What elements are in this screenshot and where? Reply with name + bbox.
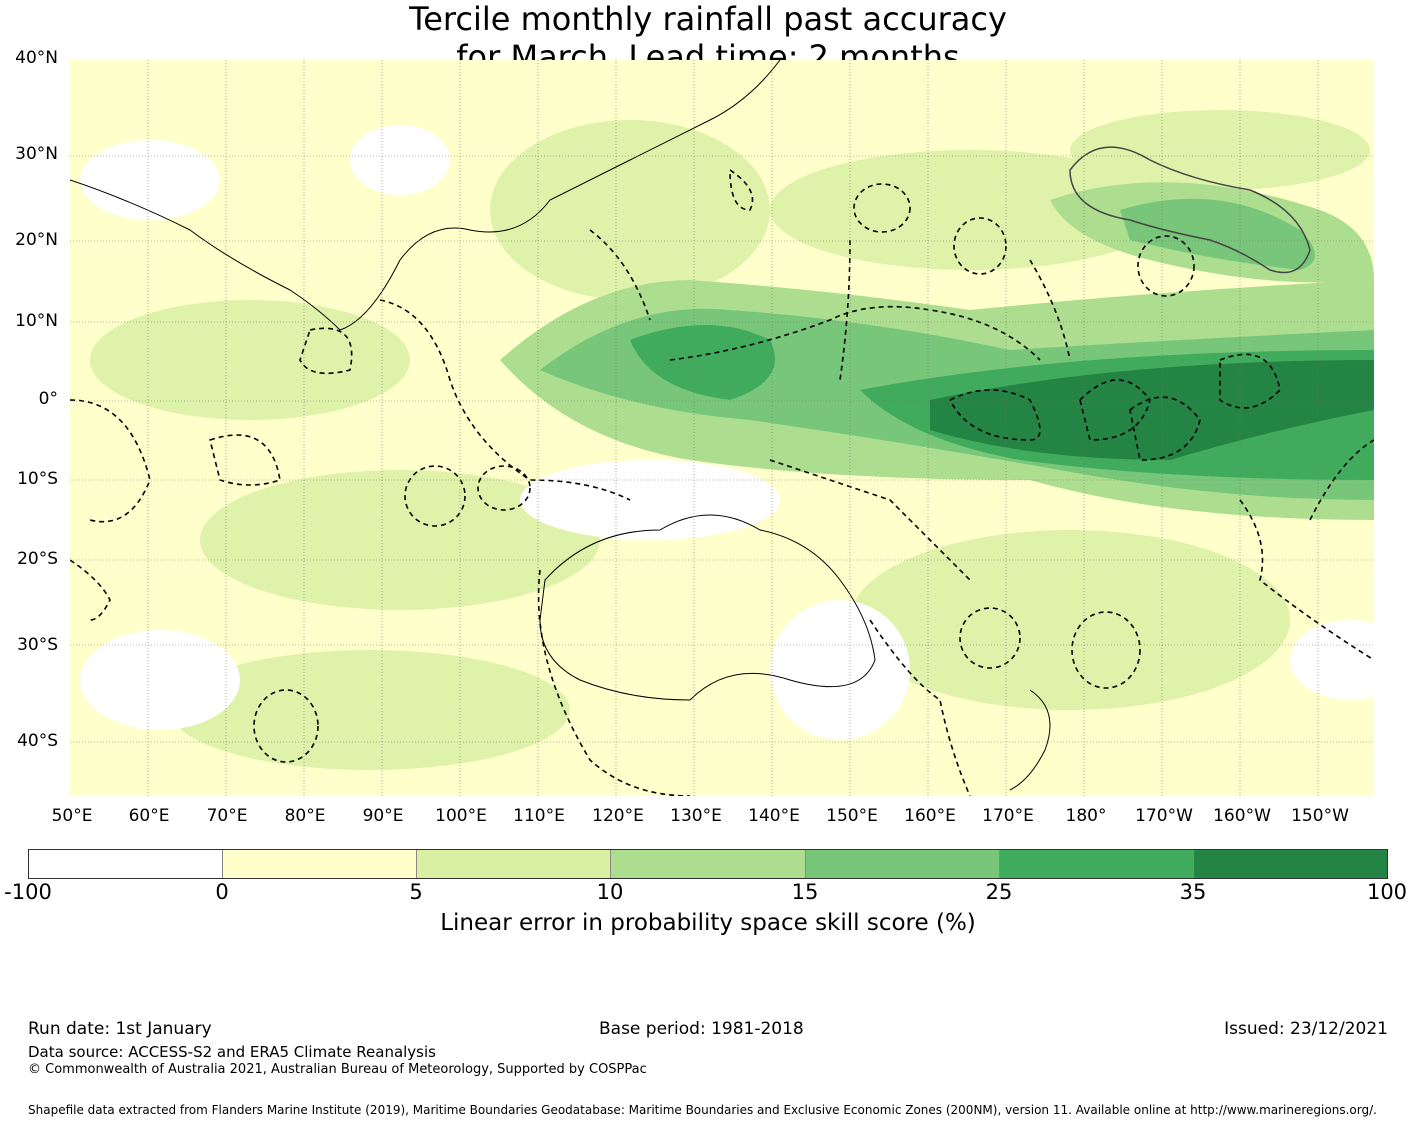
colorbar-segment-0-5 — [223, 850, 418, 878]
colorbar-tick-100: 100 — [1366, 880, 1408, 904]
colorbar-segment-35-100 — [1193, 850, 1387, 878]
map-canvas — [70, 60, 1374, 796]
colorbar — [28, 849, 1388, 879]
lon-label-150w: 150°W — [1291, 806, 1349, 826]
run-date: Run date: 1st January — [28, 1019, 212, 1039]
data-source: Data source: ACCESS-S2 and ERA5 Climate … — [28, 1043, 436, 1061]
colorbar-segment-10-15 — [611, 850, 806, 878]
lat-label-10s: 10°S — [17, 469, 58, 489]
lon-label-110e: 110°E — [513, 806, 565, 826]
lat-label-30s: 30°S — [17, 635, 58, 655]
lon-label-160e: 160°E — [904, 806, 956, 826]
hawaii-eez-outline — [1069, 146, 1311, 274]
lon-label-170e: 170°E — [982, 806, 1034, 826]
lon-label-160w: 160°W — [1213, 806, 1271, 826]
lon-label-100e: 100°E — [435, 806, 487, 826]
colorbar-tick-10: 10 — [596, 880, 624, 904]
colorbar-segment-neg100-0 — [29, 850, 224, 878]
skill-patches — [90, 110, 1370, 770]
lon-label-60e: 60°E — [128, 806, 170, 826]
colorbar-tick-15: 15 — [791, 880, 819, 904]
colorbar-tick-neg100: -100 — [4, 880, 52, 904]
asia-coast — [70, 60, 781, 331]
colorbar-tick-5: 5 — [409, 880, 423, 904]
colorbar-segment-5-10 — [417, 850, 612, 878]
nz-outline — [1009, 689, 1051, 791]
lat-label-0: 0° — [38, 389, 58, 409]
colorbar-tick-35: 35 — [1179, 880, 1207, 904]
lat-label-40n: 40°N — [15, 48, 58, 68]
chart-title-line1: Tercile monthly rainfall past accuracy — [409, 0, 1007, 38]
lon-label-180: 180° — [1065, 806, 1107, 826]
lon-label-90e: 90°E — [362, 806, 404, 826]
lat-label-10n: 10°N — [15, 311, 58, 331]
australia-outline — [539, 514, 876, 701]
lon-label-50e: 50°E — [51, 806, 93, 826]
lon-label-130e: 130°E — [670, 806, 722, 826]
lon-label-70e: 70°E — [206, 806, 248, 826]
lon-label-150e: 150°E — [826, 806, 878, 826]
skill-map[interactable] — [70, 60, 1374, 796]
lon-label-140e: 140°E — [748, 806, 800, 826]
lat-label-40s: 40°S — [17, 731, 58, 751]
colorbar-tick-0: 0 — [215, 880, 229, 904]
colorbar-label: Linear error in probability space skill … — [440, 910, 976, 936]
lon-label-80e: 80°E — [284, 806, 326, 826]
colorbar-segment-15-25 — [805, 850, 1000, 878]
lon-label-120e: 120°E — [592, 806, 644, 826]
issued-date: Issued: 23/12/2021 — [1224, 1019, 1388, 1039]
colorbar-tick-25: 25 — [985, 880, 1013, 904]
copyright: © Commonwealth of Australia 2021, Austra… — [28, 1062, 647, 1077]
graticule — [70, 60, 1374, 796]
lat-label-20s: 20°S — [17, 549, 58, 569]
lon-label-170w: 170°W — [1135, 806, 1193, 826]
eez-boundaries — [70, 169, 1374, 796]
base-period: Base period: 1981-2018 — [599, 1019, 804, 1039]
colorbar-segment-25-35 — [999, 850, 1194, 878]
skill-belt-100 — [930, 360, 1374, 460]
shapefile-credit: Shapefile data extracted from Flanders M… — [28, 1103, 1377, 1117]
lat-label-20n: 20°N — [15, 230, 58, 250]
lat-label-30n: 30°N — [15, 144, 58, 164]
